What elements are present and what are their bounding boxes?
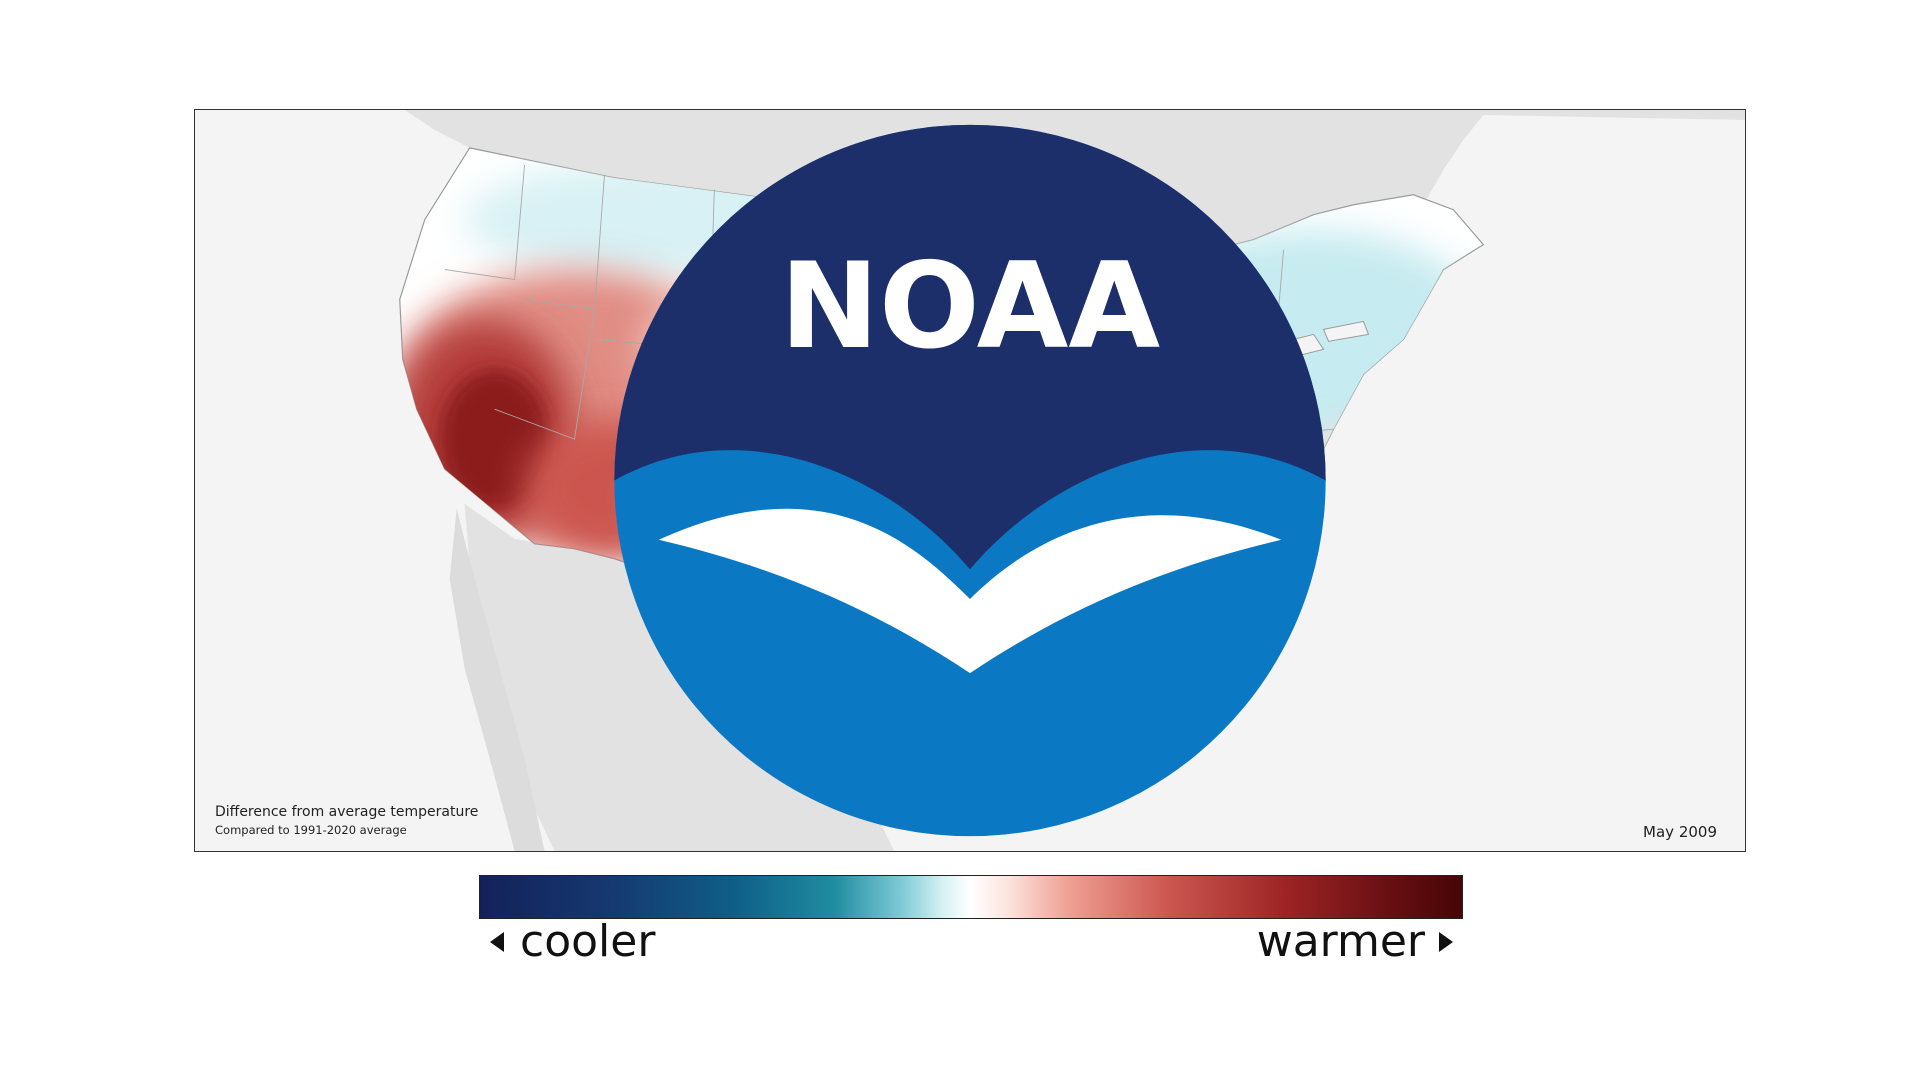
logo-text: NOAA: [780, 237, 1161, 375]
map-date: May 2009: [1643, 823, 1717, 841]
caption-title: Difference from average temperature: [215, 804, 479, 820]
cooler-text: cooler: [520, 916, 656, 967]
arrow-left-icon: [490, 932, 504, 952]
warmer-label: warmer: [1257, 920, 1453, 964]
map-frame: Difference from average temperature Comp…: [194, 109, 1746, 852]
canada-land: [404, 110, 1745, 375]
warmer-text: warmer: [1256, 916, 1425, 967]
arrow-right-icon: [1439, 932, 1453, 952]
noaa-logo-icon: NOAA: [614, 124, 1326, 837]
map-caption: Difference from average temperature Comp…: [215, 804, 478, 837]
cooler-label: cooler: [490, 920, 655, 964]
baja-land: [449, 508, 545, 851]
caption-subtitle: Compared to 1991-2020 average: [215, 823, 407, 837]
color-scale-bar: [479, 875, 1463, 919]
